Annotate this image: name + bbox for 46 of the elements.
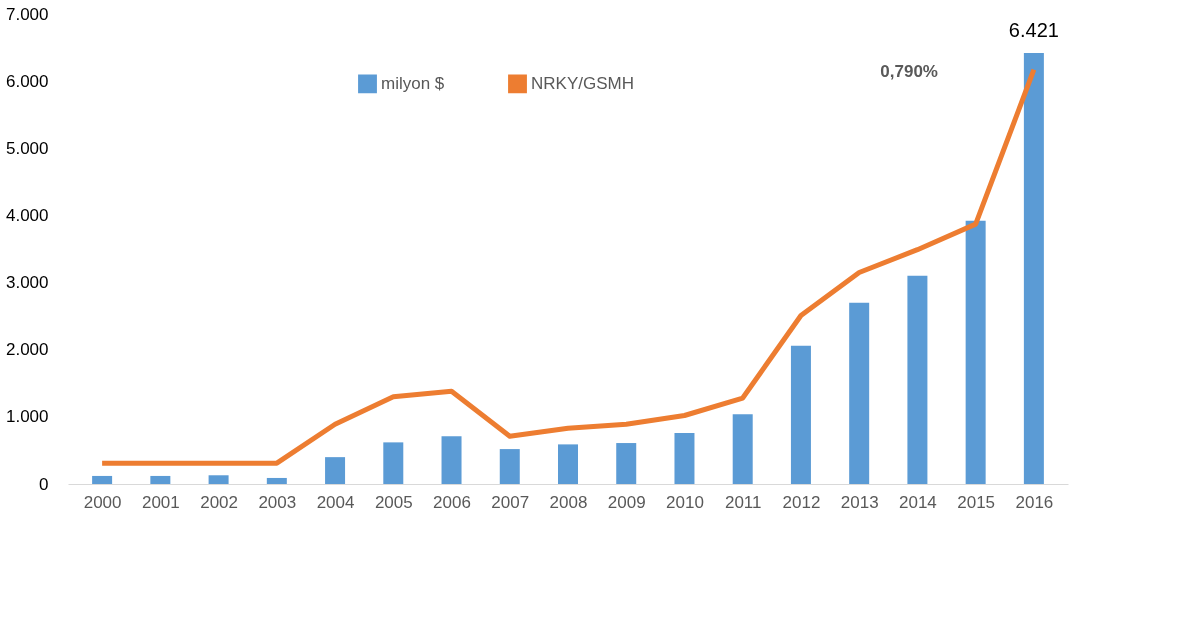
x-tick-label: 2008 (549, 492, 588, 512)
bar (907, 275, 928, 484)
data-label: 6.421 (1008, 18, 1059, 41)
x-tick-label: 2000 (83, 492, 122, 512)
annotation: 0,790% (880, 62, 938, 81)
y-tick-label: 6.000 (5, 71, 49, 91)
bar (616, 443, 637, 484)
bar (849, 302, 870, 484)
y-tick-label: 5.000 (5, 138, 49, 158)
y-tick-label: 2.000 (5, 340, 49, 360)
x-tick-label: 2007 (491, 492, 530, 512)
y-tick-label: 4.000 (5, 205, 49, 225)
bar (441, 436, 462, 484)
bar (92, 475, 113, 484)
bar (208, 475, 229, 484)
bar (266, 477, 287, 484)
x-tick-label: 2004 (316, 492, 355, 512)
x-tick-label: 2009 (607, 492, 646, 512)
y-tick-label: 3.000 (5, 273, 49, 293)
bar (732, 414, 753, 484)
y-tick-label: 1.000 (5, 407, 49, 427)
x-tick-label: 2012 (782, 492, 821, 512)
x-tick-label: 2002 (200, 492, 238, 512)
x-tick-label: 2014 (899, 492, 937, 512)
x-tick-label: 2011 (724, 492, 762, 512)
bar (674, 432, 695, 484)
x-tick-label: 2010 (666, 492, 704, 512)
y-tick-label: 0 (39, 474, 49, 494)
legend-label: NRKY/GSMH (531, 73, 634, 93)
x-tick-label: 2016 (1015, 492, 1054, 512)
bar (790, 345, 811, 484)
bar (965, 220, 986, 484)
bar (150, 475, 171, 484)
bar (1023, 52, 1044, 484)
legend-label: milyon $ (381, 73, 445, 93)
x-tick-label: 2013 (840, 492, 879, 512)
bar (558, 444, 578, 484)
x-tick-label: 2003 (258, 492, 297, 512)
y-tick-label: 7.000 (5, 4, 49, 24)
x-tick-label: 2015 (957, 492, 996, 512)
bar (499, 449, 520, 484)
bar (383, 442, 404, 484)
bar (325, 457, 346, 484)
x-tick-label: 2001 (141, 492, 180, 512)
x-tick-label: 2005 (374, 492, 413, 512)
x-tick-label: 2006 (433, 492, 471, 512)
